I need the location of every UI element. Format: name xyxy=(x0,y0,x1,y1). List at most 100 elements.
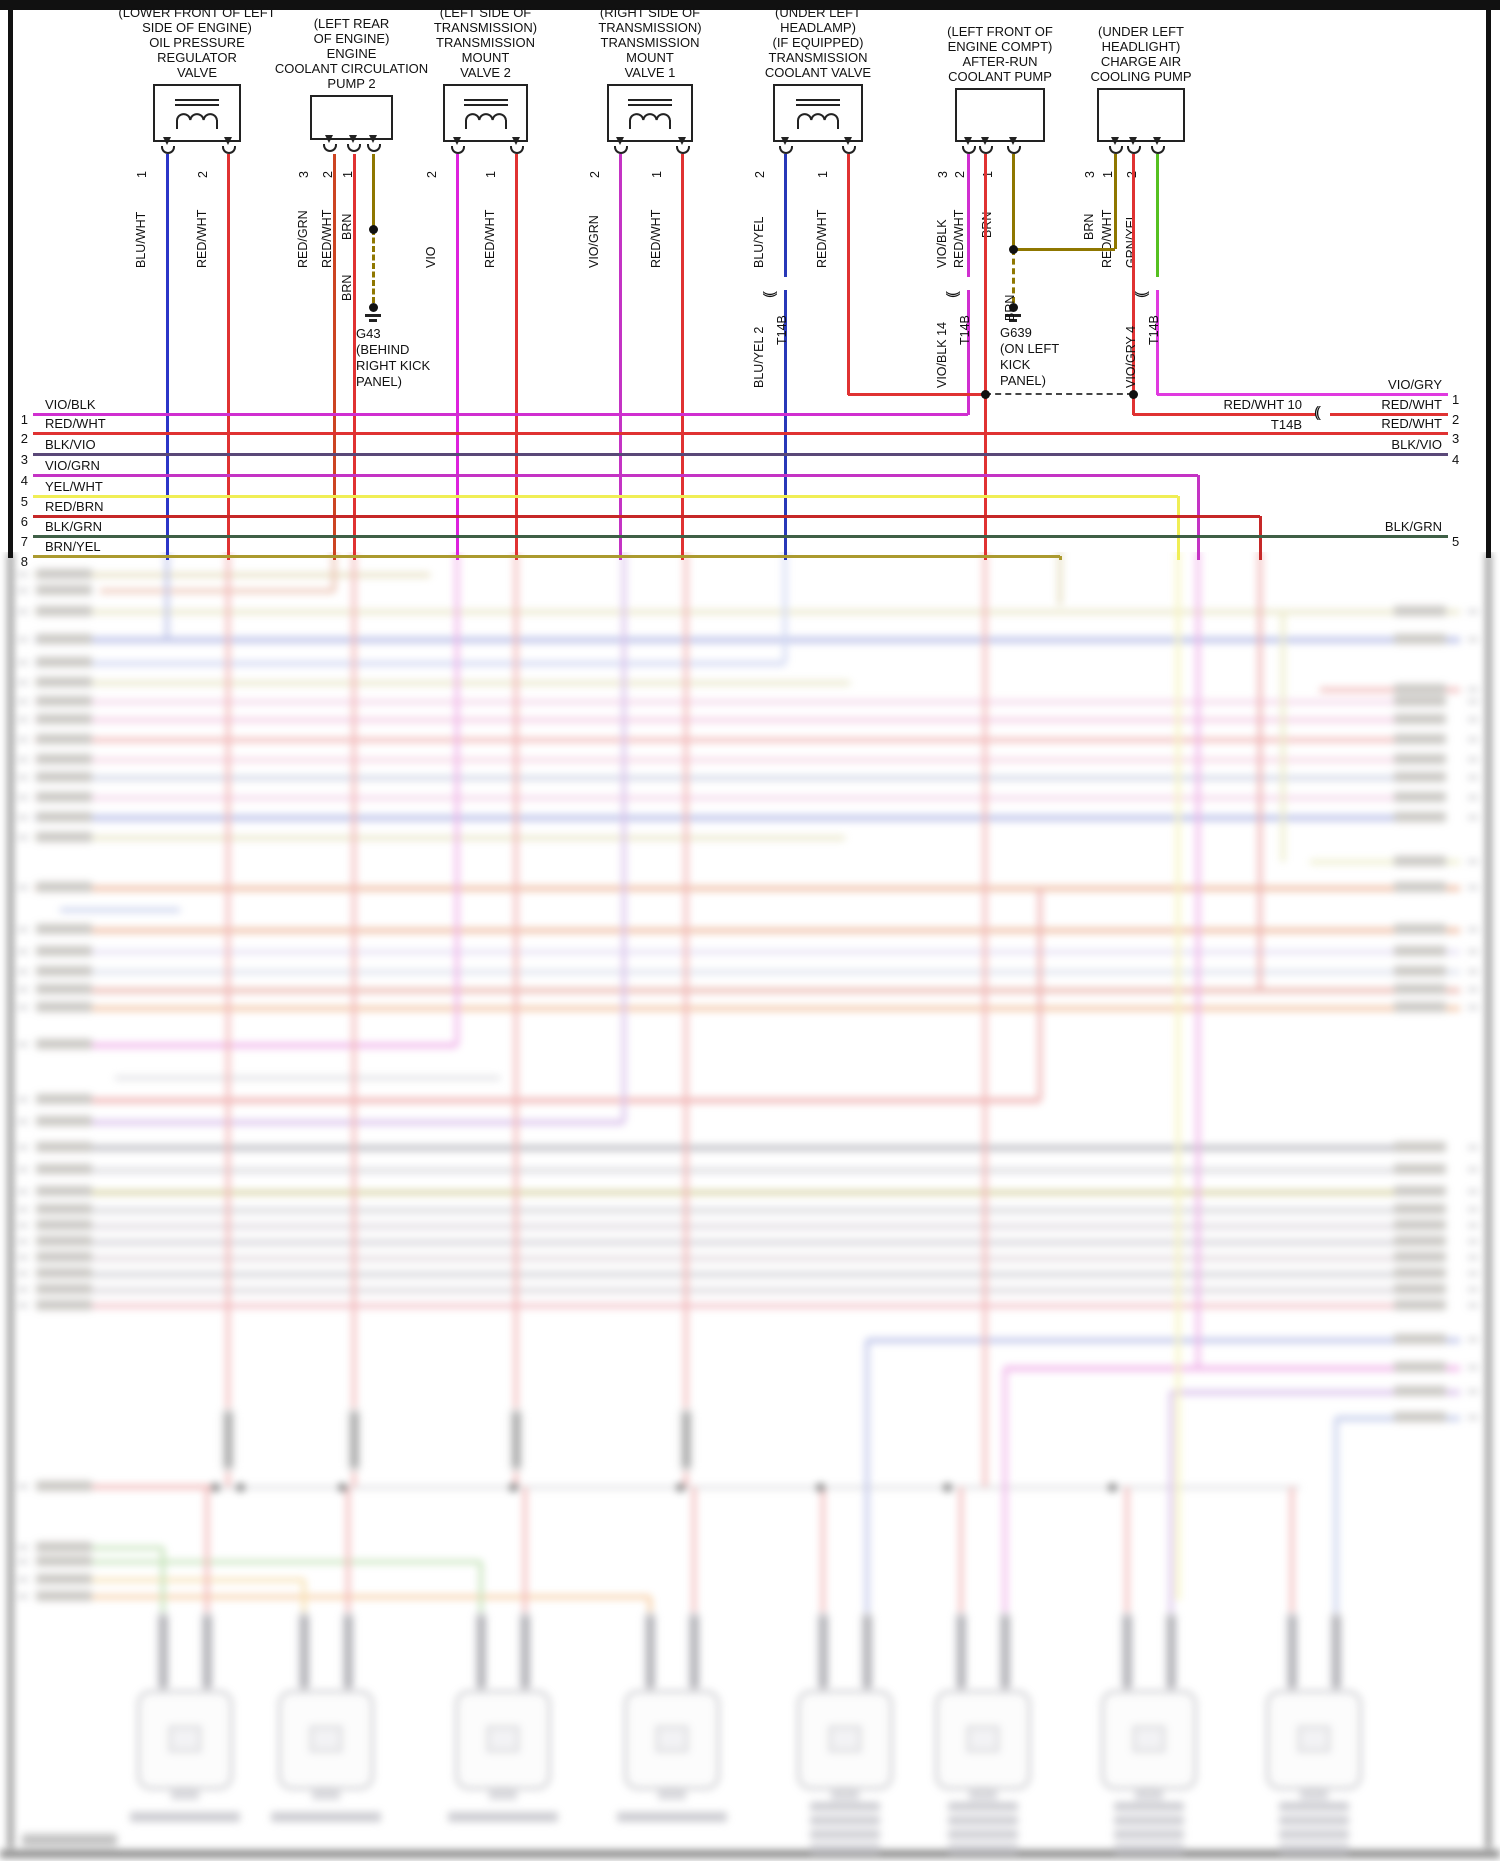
left-tick xyxy=(18,1043,28,1046)
right-tick xyxy=(1468,776,1478,779)
connector-neck xyxy=(1300,1790,1328,1800)
frame-left xyxy=(8,10,13,558)
frame-right-blur xyxy=(1486,552,1491,1848)
pin-cup-icon xyxy=(979,146,993,154)
pin-number: 3 xyxy=(1083,171,1097,178)
wire xyxy=(783,290,787,560)
component-label-line: (IF EQUIPPED) xyxy=(772,35,864,50)
bus-row-label: YEL/WHT xyxy=(45,479,103,494)
right-tick xyxy=(1468,1338,1478,1341)
component-label-line: (LEFT SIDE OF xyxy=(439,5,532,20)
blurred-left-label xyxy=(36,1164,92,1174)
blurred-wire xyxy=(1125,1487,1129,1690)
bus-wire-red-wht xyxy=(33,431,1448,435)
left-tick xyxy=(18,681,28,684)
blurred-wire xyxy=(85,1238,1435,1246)
pin-arrow-icon xyxy=(349,135,357,143)
blurred-wire xyxy=(35,738,1400,742)
blurred-wire xyxy=(60,1167,1435,1173)
ground-wire-dashed xyxy=(1011,249,1015,303)
connector-neck xyxy=(969,1790,997,1800)
pin-cup-icon xyxy=(1151,146,1165,154)
right-tick xyxy=(1468,1168,1478,1171)
component-label-line: ENGINE COMPT) xyxy=(947,39,1053,54)
left-tick xyxy=(18,1595,28,1598)
blurred-wire xyxy=(1176,552,1180,1600)
wire-label: RED/WHT xyxy=(649,209,663,268)
blurred-wire xyxy=(867,1337,1460,1343)
blurred-left-label xyxy=(36,1252,92,1262)
connector-neck xyxy=(171,1790,199,1800)
component-label-line: (UNDER LEFT xyxy=(1098,24,1184,39)
blurred-left-label xyxy=(36,1300,92,1310)
pin-cup-icon xyxy=(842,146,856,154)
blurred-right-label xyxy=(1394,1300,1446,1310)
blurred-wire xyxy=(85,1206,1435,1214)
bus-wire-blk-grn xyxy=(33,534,1448,538)
left-tick xyxy=(18,589,28,592)
component-label-line: COOLANT VALVE xyxy=(764,65,872,80)
blurred-wire xyxy=(684,552,688,1487)
blurred-wire xyxy=(35,681,850,685)
pin-number: 2 xyxy=(588,171,602,178)
blurred-left-label xyxy=(36,754,92,764)
left-tick xyxy=(18,950,28,953)
blurred-wire xyxy=(352,552,356,1487)
wire xyxy=(848,392,985,396)
blurred-wire xyxy=(622,552,626,1122)
blurred-wire xyxy=(85,1286,1435,1294)
blurred-wire xyxy=(1038,888,1042,1100)
right-tick xyxy=(1468,1146,1478,1149)
left-tick xyxy=(18,1240,28,1243)
ground-icon xyxy=(365,314,381,317)
blurred-wire xyxy=(35,885,1460,891)
component-box xyxy=(607,84,693,142)
blurred-wire xyxy=(60,1595,650,1599)
wire-label: BRN xyxy=(1082,213,1096,240)
bus-row-label: VIO/GRN xyxy=(45,458,100,473)
pin-cup-icon xyxy=(1109,146,1123,154)
connector-neck xyxy=(489,1790,517,1800)
connector-pin xyxy=(1002,1616,1008,1688)
wire-label: BRN xyxy=(980,211,994,238)
inline-connector-wire-label: VIO/BLK 14 xyxy=(935,321,949,388)
blurred-wire xyxy=(821,1487,825,1690)
blurred-wire xyxy=(85,1254,1435,1262)
component-label: (UNDER LEFT HEADLAMP) (IF EQUIPPED) TRANSMI… xyxy=(698,5,938,80)
blurred-right-label xyxy=(1394,772,1446,782)
junction-dot xyxy=(508,1482,518,1492)
bus-wire-vio-grn xyxy=(33,473,1198,477)
blurred-wire xyxy=(35,718,1400,722)
right-exit-label: BLK/VIO xyxy=(1391,437,1442,452)
wire xyxy=(1155,290,1159,395)
blurred-right-label xyxy=(1394,1412,1446,1422)
connector-pin xyxy=(478,1616,484,1688)
connector-label-blob xyxy=(948,1802,1018,1811)
connector-label-blob xyxy=(271,1812,381,1822)
right-tick xyxy=(1468,610,1478,613)
fuse-body xyxy=(225,1412,231,1468)
left-tick xyxy=(18,1224,28,1227)
bus-wire-brn-yel xyxy=(33,554,1060,558)
blurred-left-label xyxy=(36,1481,92,1491)
blurred-wire xyxy=(226,552,230,1487)
ground-label-line: (BEHIND xyxy=(356,342,410,357)
wire-label: VIO/BLK xyxy=(935,219,949,268)
wire xyxy=(1157,392,1448,396)
bus-row-number: 7 xyxy=(20,534,28,549)
wire-label: VIO/GRN xyxy=(587,215,601,268)
pin-number: 2 xyxy=(196,171,210,178)
connector-label-blob xyxy=(1114,1830,1184,1839)
blurred-wire xyxy=(100,589,334,593)
bus-row-number: 6 xyxy=(20,514,28,529)
connector-label-blob xyxy=(810,1830,880,1839)
blurred-right-label xyxy=(1394,812,1446,822)
component-label-line: REGULATOR xyxy=(157,50,237,65)
component-label-line: OF ENGINE) xyxy=(313,31,390,46)
blurred-left-label xyxy=(36,924,92,934)
component-label-line: MOUNT xyxy=(626,50,674,65)
left-tick xyxy=(18,1560,28,1563)
blurred-right-label xyxy=(1394,924,1446,934)
